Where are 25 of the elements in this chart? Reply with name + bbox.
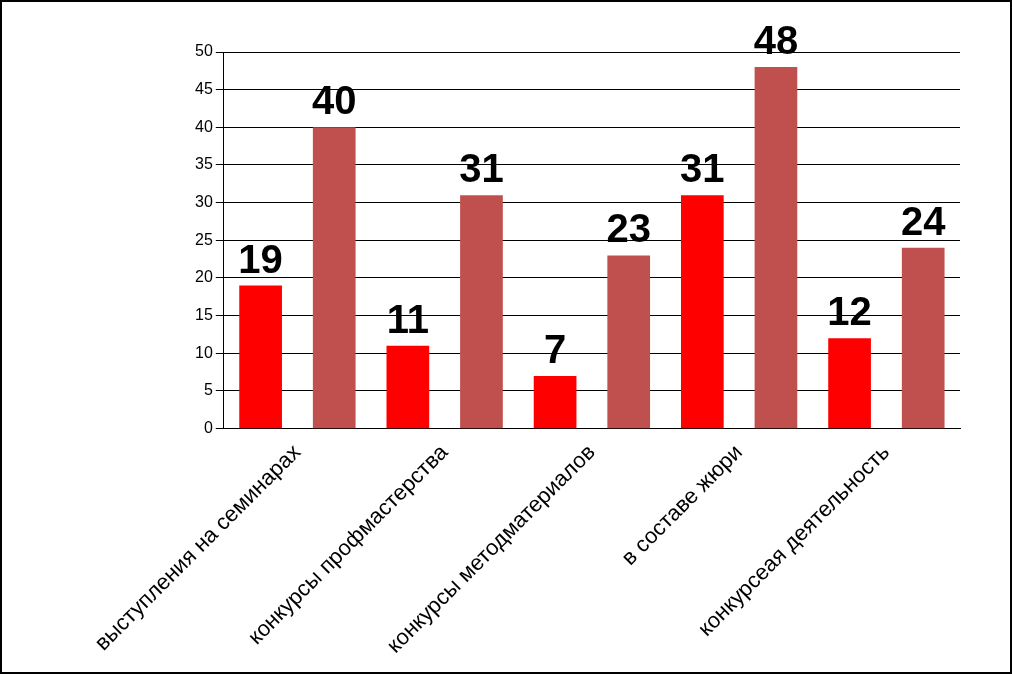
- y-tick-label: 15: [195, 306, 213, 324]
- y-tick-label: 45: [195, 80, 213, 98]
- bar: [680, 195, 724, 429]
- y-tick-label: 5: [203, 381, 213, 399]
- y-tick-label: 0: [203, 419, 213, 437]
- bar: [239, 285, 282, 429]
- bar: [386, 345, 430, 429]
- y-tick-label: 20: [195, 268, 213, 286]
- y-tick-label: 50: [195, 42, 213, 60]
- y-tick-label: 25: [195, 230, 213, 248]
- bar: [754, 67, 798, 429]
- y-tick-label: 30: [195, 193, 213, 211]
- bar: [460, 195, 503, 429]
- y-tick-label: 10: [195, 343, 213, 361]
- bar: [312, 127, 356, 429]
- bar: [901, 247, 945, 429]
- bar: [533, 375, 577, 429]
- data-label: 40: [311, 78, 357, 123]
- data-label: 19: [238, 236, 283, 281]
- y-tick-label: 40: [195, 117, 213, 135]
- bar: [828, 338, 871, 429]
- y-tick-label: 35: [195, 155, 213, 173]
- data-label: 24: [900, 198, 947, 243]
- bar: [607, 255, 651, 429]
- data-label: 48: [753, 18, 799, 63]
